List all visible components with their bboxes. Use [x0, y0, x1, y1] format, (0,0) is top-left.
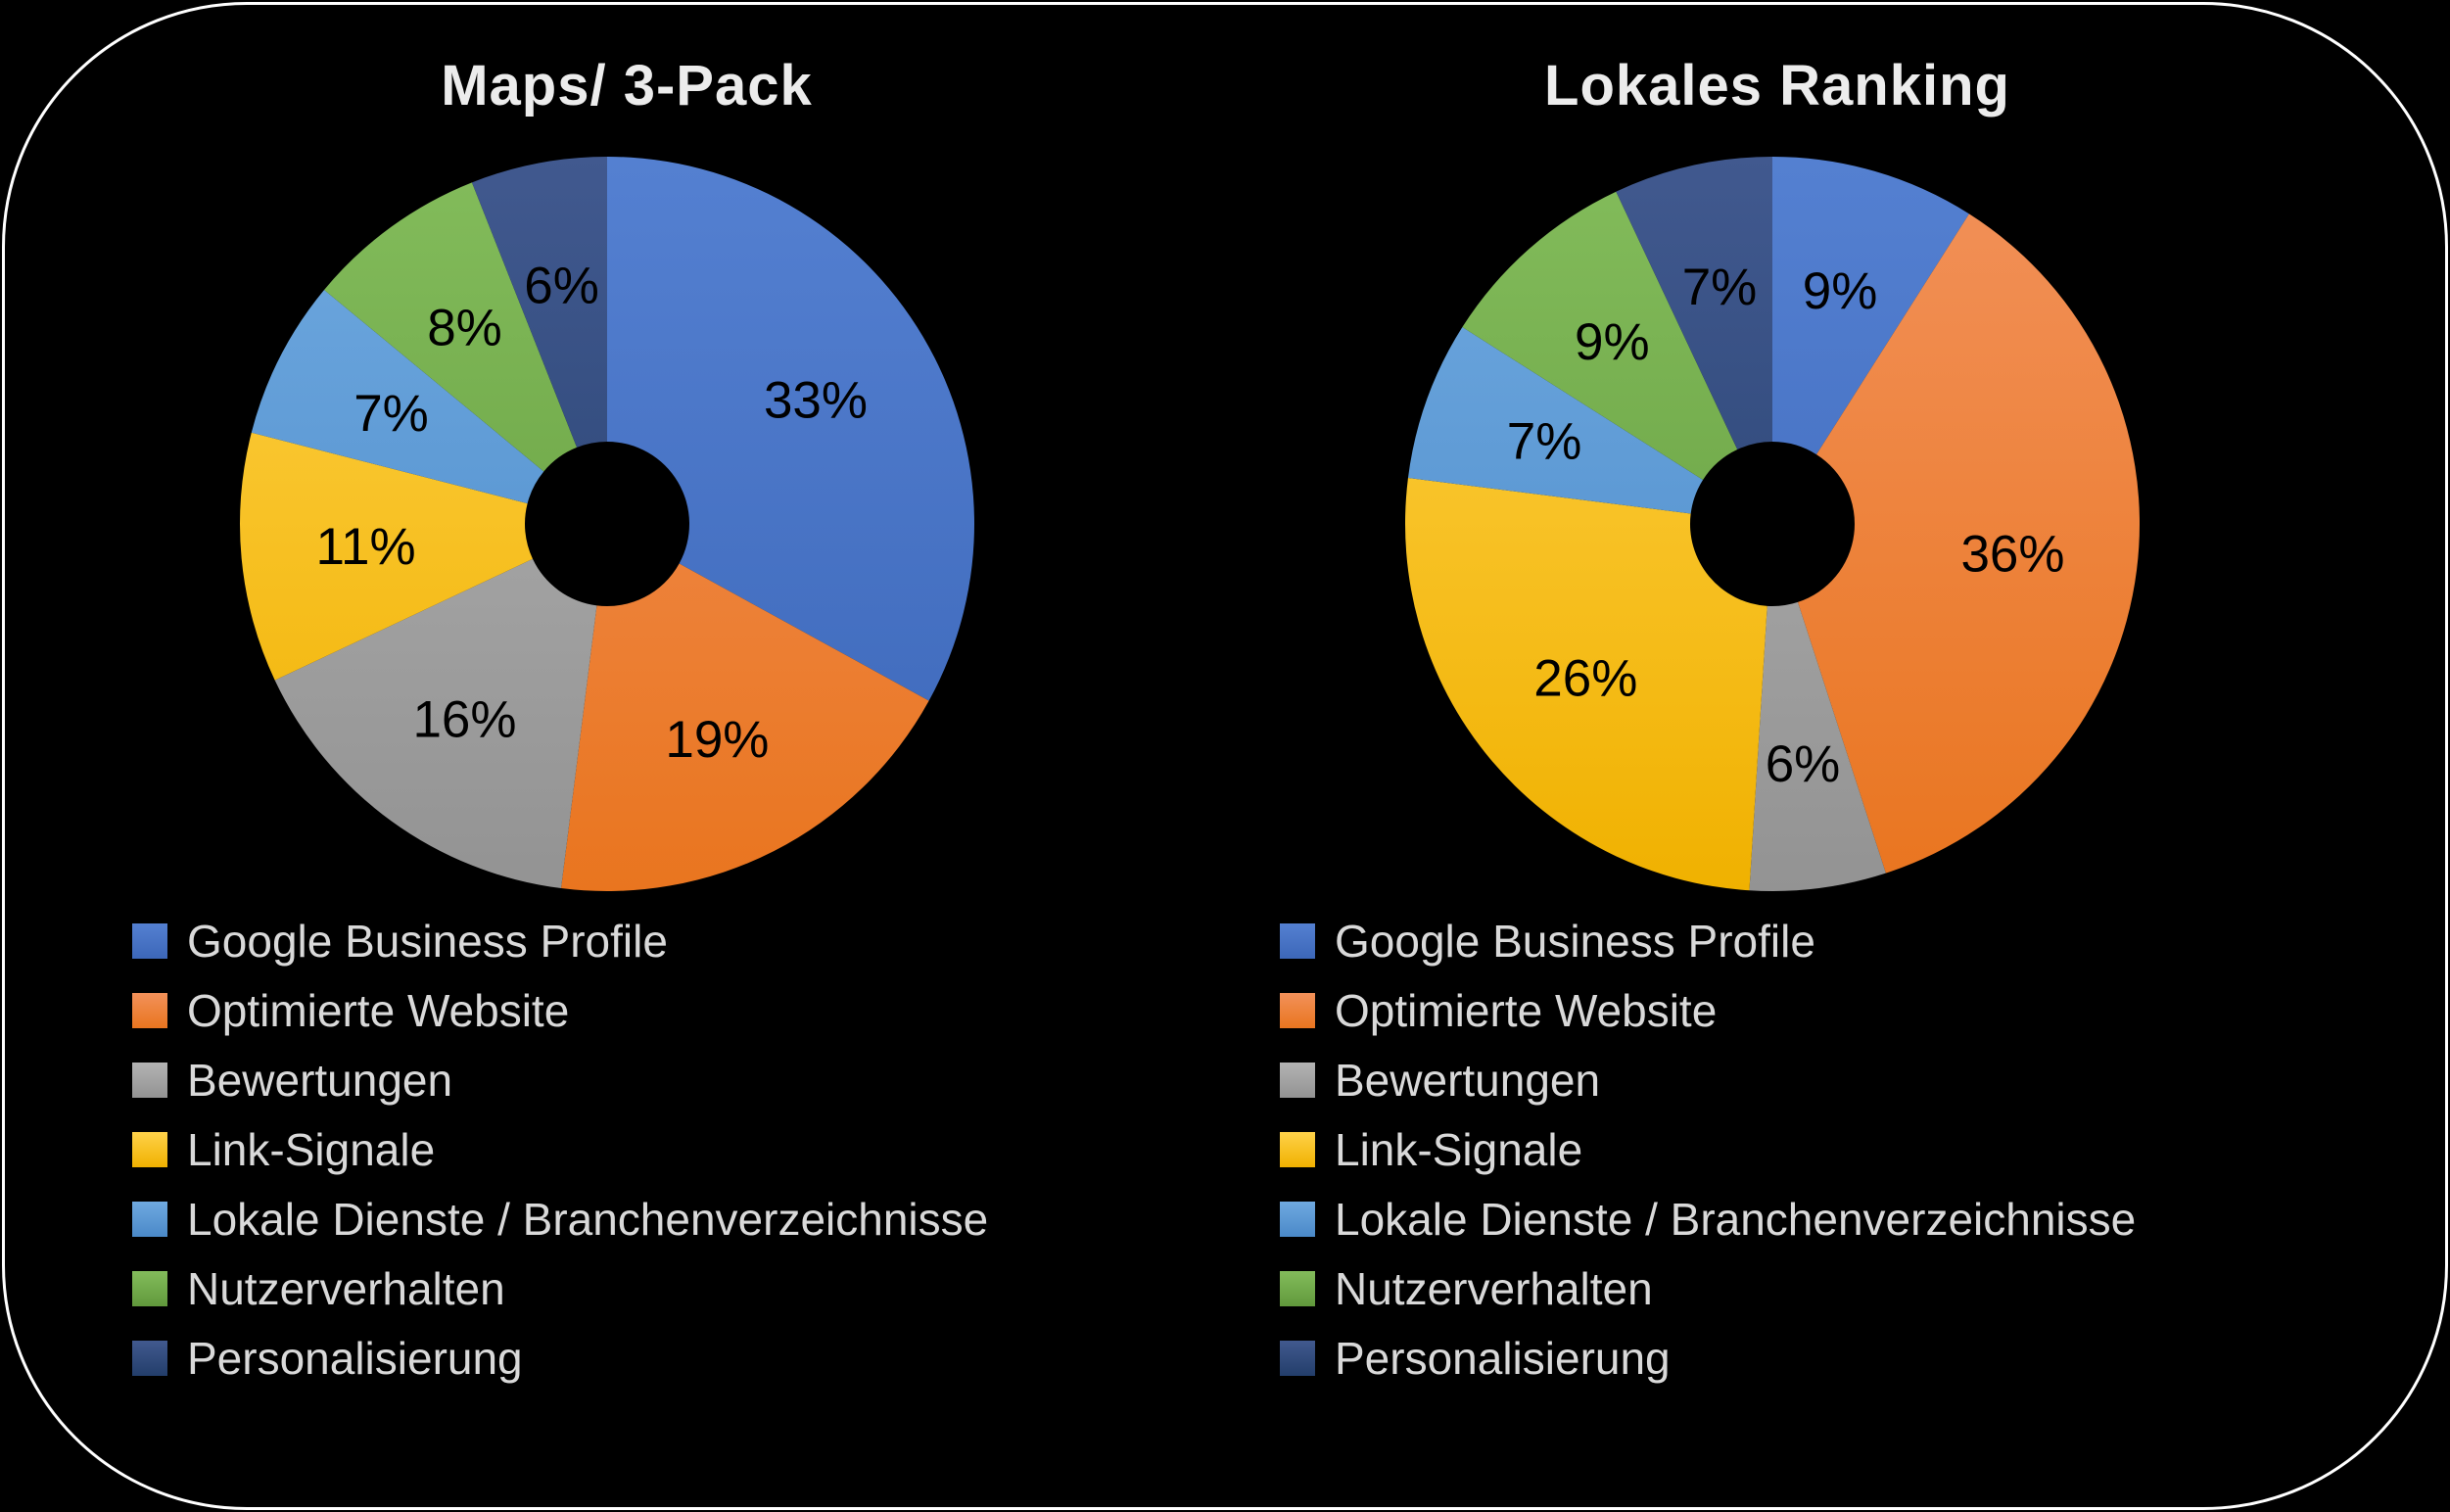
legend-swatch-navy — [132, 1341, 167, 1376]
value-label-optimierte-website: 19% — [665, 711, 769, 769]
legend-item-lokale-dienste-branchenverzeichnisse: Lokale Dienste / Branchenverzeichnisse — [1280, 1197, 2136, 1242]
slice-link-signale — [239, 432, 533, 681]
legend-label: Google Business Profile — [187, 916, 668, 967]
slice-bewertungen — [1749, 601, 1886, 892]
legend-label: Bewertungen — [1335, 1055, 1601, 1106]
legend-item-nutzerverhalten: Nutzerverhalten — [132, 1266, 988, 1311]
value-label-google-business-profile: 9% — [1803, 262, 1878, 320]
legend-item-google-business-profile: Google Business Profile — [1280, 919, 2136, 964]
legend-lokales-ranking: Google Business Profile Optimierte Websit… — [1280, 919, 2136, 1405]
legend-label: Personalisierung — [187, 1333, 523, 1384]
slice-google-business-profile — [1772, 157, 1969, 455]
legend-label: Lokale Dienste / Branchenverzeichnisse — [1335, 1194, 2137, 1245]
value-label-personalisierung: 7% — [1682, 259, 1758, 316]
legend-label: Personalisierung — [1335, 1333, 1671, 1384]
value-label-optimierte-website: 36% — [1960, 526, 2064, 584]
legend-label: Bewertungen — [187, 1055, 453, 1106]
legend-item-optimierte-website: Optimierte Website — [132, 988, 988, 1033]
legend-swatch-gray — [132, 1063, 167, 1098]
legend-item-lokale-dienste-branchenverzeichnisse: Lokale Dienste / Branchenverzeichnisse — [132, 1197, 988, 1242]
slice-link-signale — [1405, 478, 1767, 891]
value-label-nutzerverhalten: 9% — [1575, 313, 1650, 371]
legend-swatch-light-blue — [132, 1202, 167, 1237]
legend-swatch-yellow — [132, 1132, 167, 1167]
legend-item-bewertungen: Bewertungen — [1280, 1058, 2136, 1103]
value-label-link-signale: 11% — [316, 518, 416, 576]
legend-item-bewertungen: Bewertungen — [132, 1058, 988, 1103]
legend-item-personalisierung: Personalisierung — [132, 1336, 988, 1381]
value-label-bewertungen: 6% — [1766, 735, 1841, 793]
slice-lokale-dienste-branchenverzeichnisse — [251, 289, 544, 504]
legend-item-google-business-profile: Google Business Profile — [132, 919, 988, 964]
legend-swatch-blue — [132, 923, 167, 959]
value-label-google-business-profile: 33% — [764, 372, 868, 430]
value-label-nutzerverhalten: 8% — [427, 299, 502, 356]
legend-label: Lokale Dienste / Branchenverzeichnisse — [187, 1194, 989, 1245]
value-label-link-signale: 26% — [1533, 649, 1637, 707]
slice-nutzerverhalten — [324, 182, 578, 472]
legend-item-personalisierung: Personalisierung — [1280, 1336, 2136, 1381]
slice-personalisierung — [1616, 157, 1772, 449]
legend-swatch-light-blue — [1280, 1202, 1315, 1237]
legend-swatch-orange — [1280, 993, 1315, 1028]
legend-item-nutzerverhalten: Nutzerverhalten — [1280, 1266, 2136, 1311]
slice-optimierte-website — [1797, 213, 2141, 874]
legend-swatch-blue — [1280, 923, 1315, 959]
slice-optimierte-website — [561, 563, 929, 891]
legend-swatch-navy — [1280, 1341, 1315, 1376]
legend-swatch-yellow — [1280, 1132, 1315, 1167]
legend-swatch-gray — [1280, 1063, 1315, 1098]
lokales-ranking-donut: 9% 36% 6% 26% 7% 9% 7% — [1405, 157, 2141, 892]
legend-label: Google Business Profile — [1335, 916, 1815, 967]
maps-3-pack-donut: 33% 19% 16% 11% 7% 8% 6% — [239, 157, 975, 891]
legend-label: Nutzerverhalten — [187, 1263, 505, 1314]
slice-personalisierung — [471, 157, 607, 448]
legend-label: Link-Signale — [1335, 1124, 1583, 1175]
legend-maps-3-pack: Google Business Profile Optimierte Websit… — [132, 919, 988, 1405]
legend-swatch-green — [1280, 1271, 1315, 1306]
value-label-lokale-dienste-branchenverzeichnisse: 7% — [1507, 413, 1582, 471]
legend-label: Optimierte Website — [187, 985, 570, 1036]
legend-swatch-orange — [132, 993, 167, 1028]
legend-label: Link-Signale — [187, 1124, 436, 1175]
slice-bewertungen — [274, 558, 597, 889]
value-label-personalisierung: 6% — [524, 257, 599, 314]
legend-item-optimierte-website: Optimierte Website — [1280, 988, 2136, 1033]
legend-label: Nutzerverhalten — [1335, 1263, 1653, 1314]
slice-lokale-dienste-branchenverzeichnisse — [1407, 327, 1704, 514]
legend-item-link-signale: Link-Signale — [132, 1127, 988, 1172]
legend-item-link-signale: Link-Signale — [1280, 1127, 2136, 1172]
value-label-bewertungen: 16% — [412, 691, 516, 749]
legend-swatch-green — [132, 1271, 167, 1306]
slice-nutzerverhalten — [1462, 191, 1738, 480]
chart-title-maps-3-pack: Maps/ 3-Pack — [441, 54, 813, 118]
chart-title-lokales-ranking: Lokales Ranking — [1544, 54, 2010, 118]
slice-google-business-profile — [607, 157, 975, 701]
legend-label: Optimierte Website — [1335, 985, 1718, 1036]
value-label-lokale-dienste-branchenverzeichnisse: 7% — [353, 385, 429, 443]
